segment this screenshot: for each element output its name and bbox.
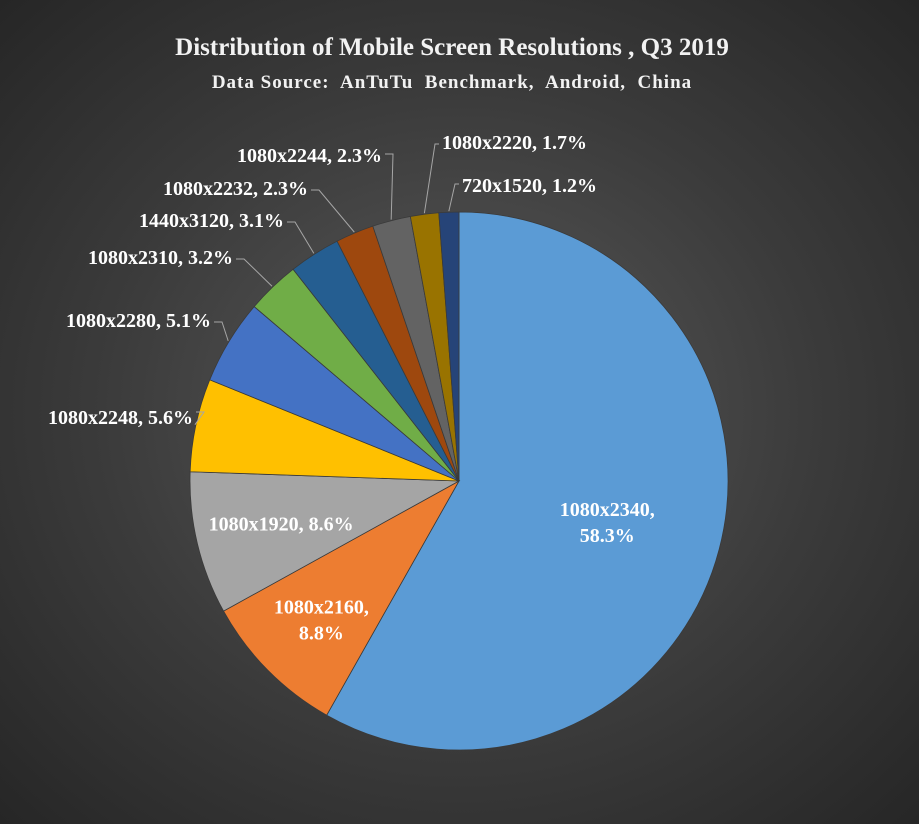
pie-slice-720x1520	[438, 211, 460, 482]
slice-label-1080x2232: 1080x2232, 2.3%	[163, 178, 308, 200]
pie-slice-1080x2160	[223, 479, 461, 716]
leader-line-1080x2232	[311, 189, 355, 233]
slice-label-1080x2160: 1080x2160, 8.8%	[274, 596, 369, 644]
pie-slice-1080x1920	[189, 471, 461, 612]
slice-label-1080x2310: 1080x2310, 3.2%	[88, 247, 233, 269]
leader-line-1440x3120	[287, 221, 315, 254]
slice-label-1080x2280: 1080x2280, 5.1%	[66, 310, 211, 332]
slice-label-1080x2220: 1080x2220, 1.7%	[442, 132, 587, 154]
leader-lines	[194, 143, 459, 425]
slice-label-1080x2248: 1080x2248, 5.6%	[48, 407, 193, 429]
leader-line-1080x2220	[423, 143, 439, 214]
slice-label-1080x2244: 1080x2244, 2.3%	[237, 145, 382, 167]
slice-label-1080x1920: 1080x1920, 8.6%	[209, 514, 354, 536]
slice-label-1080x2340: 1080x2340, 58.3%	[560, 499, 655, 547]
leader-line-1080x2244	[385, 153, 394, 220]
leader-line-720x1520	[448, 183, 459, 212]
chart-title: Distribution of Mobile Screen Resolution…	[175, 34, 729, 61]
pie-slices	[189, 211, 729, 751]
slice-labels: 1080x2340, 58.3% 1080x2160, 8.8% 1080x1920, …	[48, 132, 655, 644]
slice-label-1440x3120: 1440x3120, 3.1%	[139, 210, 284, 232]
leader-line-1080x2280	[214, 321, 229, 342]
slice-label-720x1520: 720x1520, 1.2%	[462, 175, 597, 197]
leader-line-1080x2310	[236, 258, 273, 287]
pie-slice-1080x2340	[326, 211, 729, 751]
leader-line-1080x2248	[194, 411, 205, 425]
chart-subtitle: Data Source: AnTuTu Benchmark, Android, …	[212, 72, 692, 93]
